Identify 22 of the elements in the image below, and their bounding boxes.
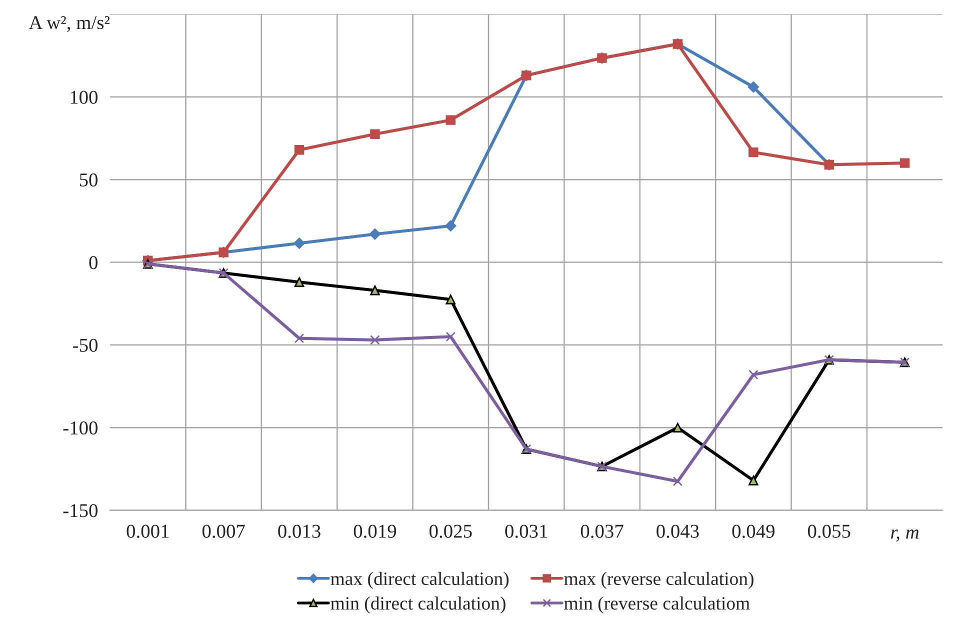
x-tick-label: 0.055 bbox=[808, 524, 850, 538]
y-tick-label: -100 bbox=[63, 421, 98, 435]
x-tick-label: 0.031 bbox=[505, 524, 548, 538]
legend-label: min (reverse calculatiom bbox=[564, 596, 750, 614]
y-tick-label: -50 bbox=[73, 338, 98, 352]
legend-label: max (direct calculation) bbox=[330, 572, 509, 589]
y-axis-title: A w², m/s² bbox=[28, 16, 110, 32]
y-tick-label: -150 bbox=[63, 504, 98, 518]
x-tick-label: 0.037 bbox=[580, 524, 624, 538]
x-tick-label: 0.013 bbox=[278, 524, 320, 538]
x-axis-title: r, m bbox=[891, 529, 919, 542]
legend-label: max (reverse calculation) bbox=[564, 572, 754, 589]
x-tick-label: 0.025 bbox=[430, 524, 472, 538]
y-tick-label: 100 bbox=[70, 90, 98, 104]
x-tick-label: 0.049 bbox=[732, 524, 774, 538]
y-tick-label: 0 bbox=[89, 256, 98, 270]
y-tick-label: 50 bbox=[80, 173, 98, 187]
x-tick-label: 0.043 bbox=[656, 524, 699, 538]
x-tick-label: 0.007 bbox=[202, 524, 245, 538]
x-tick-label: 0.019 bbox=[354, 524, 396, 538]
x-tick-label: 0.001 bbox=[126, 524, 169, 538]
legend-label: min (direct calculation) bbox=[330, 596, 506, 614]
